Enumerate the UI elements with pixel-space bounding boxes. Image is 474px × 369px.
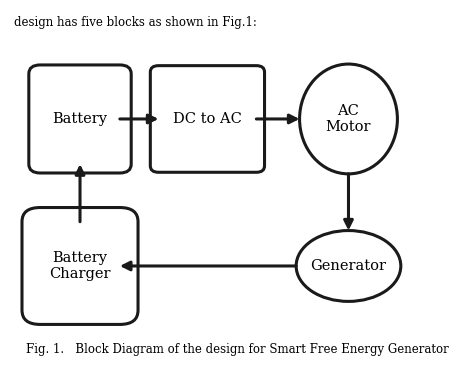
- Text: Generator: Generator: [310, 259, 386, 273]
- FancyBboxPatch shape: [29, 65, 131, 173]
- Text: Battery
Charger: Battery Charger: [49, 251, 111, 281]
- Text: Fig. 1.   Block Diagram of the design for Smart Free Energy Generator: Fig. 1. Block Diagram of the design for …: [26, 343, 448, 356]
- Text: design has five blocks as shown in Fig.1:: design has five blocks as shown in Fig.1…: [14, 16, 257, 29]
- FancyBboxPatch shape: [22, 207, 138, 324]
- Text: Battery: Battery: [53, 112, 108, 126]
- FancyBboxPatch shape: [150, 66, 264, 172]
- Text: DC to AC: DC to AC: [173, 112, 242, 126]
- Text: AC
Motor: AC Motor: [326, 104, 371, 134]
- Ellipse shape: [300, 64, 397, 174]
- Ellipse shape: [296, 231, 401, 301]
